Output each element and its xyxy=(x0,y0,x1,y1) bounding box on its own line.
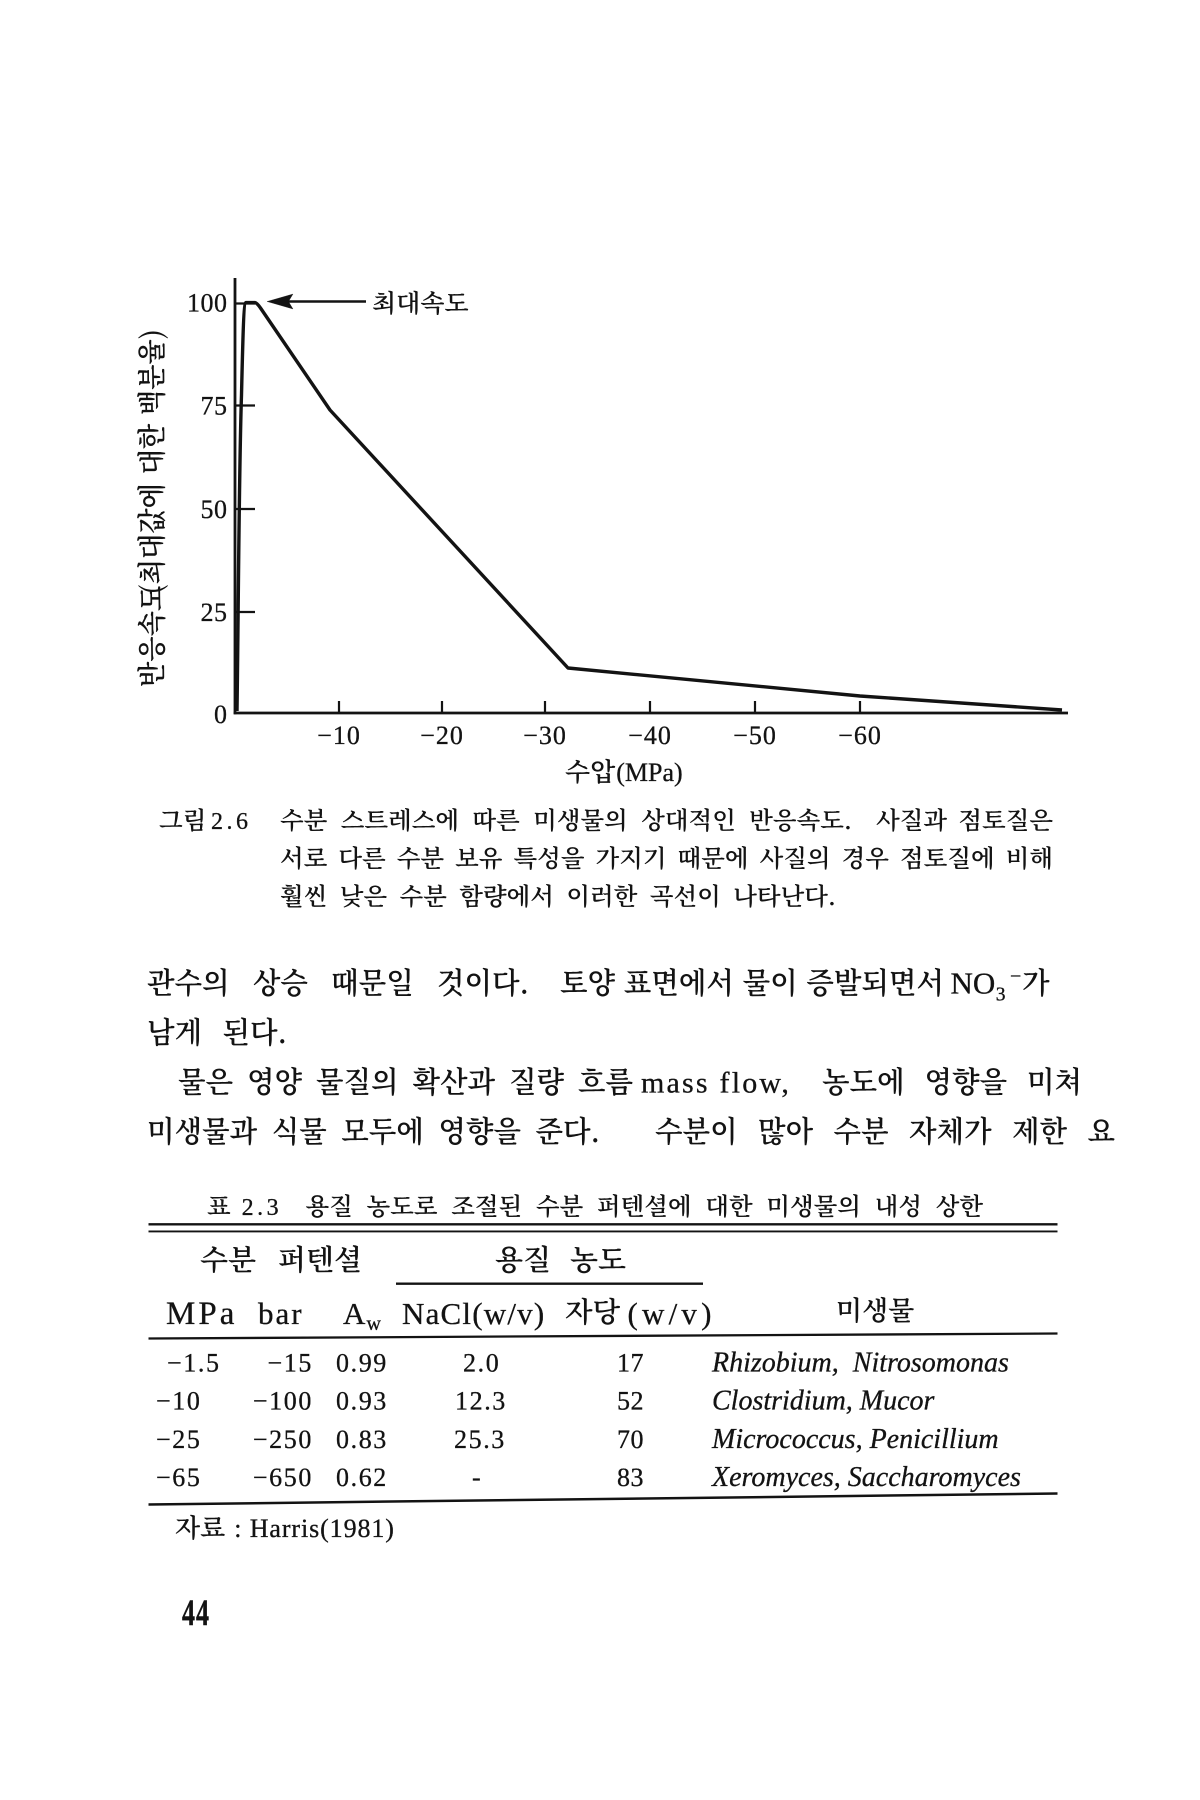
svg-text:−60: −60 xyxy=(838,721,882,750)
svg-text:−40: −40 xyxy=(628,721,672,750)
svg-text:Clostridium, Mucor: Clostridium, Mucor xyxy=(712,1386,935,1417)
svg-text:25: 25 xyxy=(201,598,228,627)
svg-text:(w/v): (w/v) xyxy=(628,1296,716,1331)
svg-text:0.83: 0.83 xyxy=(336,1425,388,1454)
svg-text:100: 100 xyxy=(187,289,228,318)
svg-text:bar: bar xyxy=(258,1296,304,1331)
svg-text:−15: −15 xyxy=(268,1349,313,1378)
svg-text:−65: −65 xyxy=(156,1463,201,1492)
svg-text:70: 70 xyxy=(617,1425,644,1454)
svg-text:mass flow,: mass flow, xyxy=(641,1067,791,1100)
svg-text:Xeromyces, Saccharomyces: Xeromyces, Saccharomyces xyxy=(711,1462,1021,1493)
svg-text:Rhizobium, Nitrosomonas: Rhizobium, Nitrosomonas xyxy=(711,1348,1009,1379)
svg-text:−10: −10 xyxy=(156,1387,201,1416)
svg-text:w: w xyxy=(367,1313,382,1335)
svg-text:Micrococcus, Penicillium: Micrococcus, Penicillium xyxy=(711,1424,999,1455)
svg-text:2.3: 2.3 xyxy=(242,1195,283,1221)
svg-text:44: 44 xyxy=(182,1593,210,1633)
svg-text:-: - xyxy=(472,1463,482,1492)
svg-text:−1.5: −1.5 xyxy=(167,1349,221,1378)
svg-text:−30: −30 xyxy=(523,721,567,750)
svg-text:NaCl(w/v): NaCl(w/v) xyxy=(402,1296,545,1331)
svg-text:−650: −650 xyxy=(253,1463,313,1492)
svg-text:−20: −20 xyxy=(420,721,464,750)
svg-text:: Harris(1981): : Harris(1981) xyxy=(234,1514,395,1543)
svg-text:A: A xyxy=(343,1296,366,1331)
svg-text:−10: −10 xyxy=(317,721,361,750)
svg-text:52: 52 xyxy=(617,1387,644,1416)
svg-text:MPa: MPa xyxy=(166,1296,237,1332)
svg-text:0.93: 0.93 xyxy=(336,1387,388,1416)
svg-text:−250: −250 xyxy=(253,1425,313,1454)
svg-text:2.6: 2.6 xyxy=(211,809,252,835)
svg-text:(MPa): (MPa) xyxy=(616,758,682,787)
svg-text:−: − xyxy=(1010,966,1021,988)
svg-text:0: 0 xyxy=(214,700,228,729)
svg-text:75: 75 xyxy=(201,392,228,421)
svg-text:17: 17 xyxy=(617,1349,644,1378)
svg-text:50: 50 xyxy=(201,495,228,524)
svg-text:3: 3 xyxy=(996,985,1006,1006)
svg-text:83: 83 xyxy=(617,1463,644,1492)
svg-text:NO: NO xyxy=(951,966,996,1001)
svg-text:0.62: 0.62 xyxy=(336,1463,388,1492)
svg-text:−100: −100 xyxy=(253,1387,313,1416)
svg-text:2.0: 2.0 xyxy=(463,1349,500,1378)
svg-text:12.3: 12.3 xyxy=(455,1387,507,1416)
svg-text:−50: −50 xyxy=(733,721,777,750)
svg-text:25.3: 25.3 xyxy=(454,1425,506,1454)
svg-text:−25: −25 xyxy=(156,1425,201,1454)
svg-text:0.99: 0.99 xyxy=(336,1349,388,1378)
